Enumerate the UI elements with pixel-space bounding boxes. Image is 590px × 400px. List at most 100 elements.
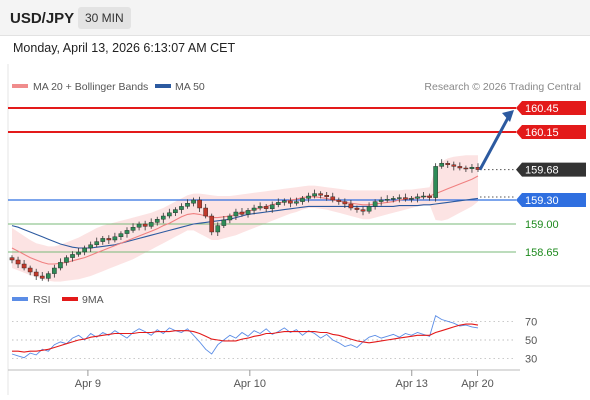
- candle-body: [384, 198, 390, 201]
- candle-body: [15, 259, 21, 265]
- ma9-legend-swatch: [62, 297, 78, 301]
- candle-body: [209, 215, 215, 233]
- candle-body: [39, 275, 45, 279]
- candle-body: [427, 195, 432, 198]
- projection-arrow-head: [502, 110, 514, 122]
- candle-body: [300, 198, 305, 202]
- candle-body: [354, 207, 360, 210]
- candle-body: [82, 247, 87, 253]
- candle-body: [397, 197, 402, 199]
- bollinger-band-area: [12, 155, 478, 282]
- candle-body: [215, 225, 221, 233]
- candle-body: [45, 273, 51, 279]
- candle-body: [366, 206, 372, 212]
- candle-body: [403, 197, 408, 200]
- candle-body: [409, 198, 414, 200]
- candle-body: [173, 209, 178, 214]
- candle-body: [421, 195, 426, 198]
- timeframe-button[interactable]: 30 MIN: [78, 7, 131, 29]
- ma20-line: [11, 175, 479, 265]
- resistance-level-tag: 160.15: [516, 125, 586, 139]
- level-tag-label: 160.15: [525, 127, 559, 139]
- rsi-tick-label: 30: [525, 354, 537, 366]
- candle-body: [463, 167, 469, 170]
- support-level-label: 159.00: [525, 219, 559, 231]
- candle-body: [318, 193, 323, 196]
- ma20-legend-swatch: [12, 84, 28, 88]
- level-tag-label: 160.45: [525, 103, 559, 115]
- level-tag-box: [516, 193, 586, 207]
- time-tick-label: Apr 10: [234, 378, 266, 390]
- rsi-legend-swatch: [12, 297, 28, 301]
- candle-body: [378, 199, 384, 202]
- candle-body: [112, 236, 118, 241]
- candle-body: [9, 257, 15, 261]
- projection-arrow-line: [478, 115, 511, 171]
- level-tag-box: [516, 162, 586, 177]
- time-tick-label: Apr 20: [461, 378, 493, 390]
- ma9-legend-label: 9MA: [82, 294, 104, 306]
- support-level-label: 158.65: [525, 247, 559, 259]
- candle-body: [245, 210, 251, 215]
- ma20-legend-label: MA 20 + Bollinger Bands: [33, 81, 148, 93]
- candle-body: [154, 218, 160, 223]
- candle-body: [451, 164, 457, 167]
- candle-body: [415, 196, 420, 199]
- candle-body: [124, 230, 130, 234]
- candle-body: [136, 223, 142, 228]
- candle-body: [233, 211, 239, 217]
- candle-body: [433, 166, 438, 198]
- rsi-line: [11, 315, 479, 359]
- candle-body: [52, 267, 57, 274]
- ma50-legend-label: MA 50: [175, 81, 205, 93]
- candle-body: [70, 254, 75, 258]
- level-tag-label: 159.30: [525, 195, 559, 207]
- candle-body: [21, 263, 27, 269]
- candle-body: [275, 202, 281, 205]
- last-level-tag: 159.68: [516, 162, 586, 177]
- candle-body: [94, 241, 100, 246]
- candle-body: [251, 207, 257, 211]
- candle-body: [64, 257, 69, 263]
- level-tags-layer: 160.45 160.15 159.68 159.30 159.00 158.65: [516, 101, 586, 259]
- pivot-level-tag: 159.30: [516, 193, 586, 207]
- candle-body: [282, 200, 287, 203]
- candle-body: [348, 203, 354, 209]
- candle-body: [106, 238, 112, 241]
- candle-body: [439, 162, 445, 167]
- candle-body: [76, 251, 81, 255]
- bollinger-band-layer: [12, 155, 478, 282]
- level-tag-label: 159.68: [525, 165, 559, 177]
- time-axis-labels: Apr 9 Apr 10 Apr 13 Apr 20: [75, 370, 494, 390]
- candle-body: [148, 222, 154, 227]
- levels-layer: [8, 107, 516, 253]
- candle-body: [257, 206, 263, 209]
- candle-body: [263, 206, 269, 209]
- time-tick-label: Apr 13: [396, 378, 428, 390]
- chart-header: USD/JPY 30 MIN: [0, 0, 590, 36]
- time-tick-label: Apr 9: [75, 378, 101, 390]
- rsi-legend-label: RSI: [33, 294, 51, 306]
- candle-body: [118, 233, 124, 238]
- candle-body: [27, 267, 33, 273]
- candle-body: [179, 206, 184, 210]
- candle-body: [342, 201, 348, 205]
- rsi-panel: 70 50 30: [11, 315, 537, 366]
- price-legend: MA 20 + Bollinger Bands MA 50 Research ©…: [12, 81, 581, 93]
- candle-body: [336, 199, 342, 202]
- candle-body: [203, 207, 208, 217]
- candle-body: [312, 193, 317, 197]
- candle-body: [288, 200, 293, 204]
- candle-body: [88, 244, 93, 249]
- candle-body: [142, 223, 148, 227]
- rsi-ma9-line: [12, 323, 479, 353]
- candle-body: [469, 166, 475, 169]
- level-tag-box: [516, 125, 586, 139]
- candle-body: [100, 238, 106, 242]
- candle-body: [227, 215, 233, 221]
- candle-body: [239, 211, 245, 215]
- candle-body: [167, 212, 172, 217]
- rsi-tick-label: 70: [525, 316, 537, 328]
- candle-body: [360, 209, 366, 212]
